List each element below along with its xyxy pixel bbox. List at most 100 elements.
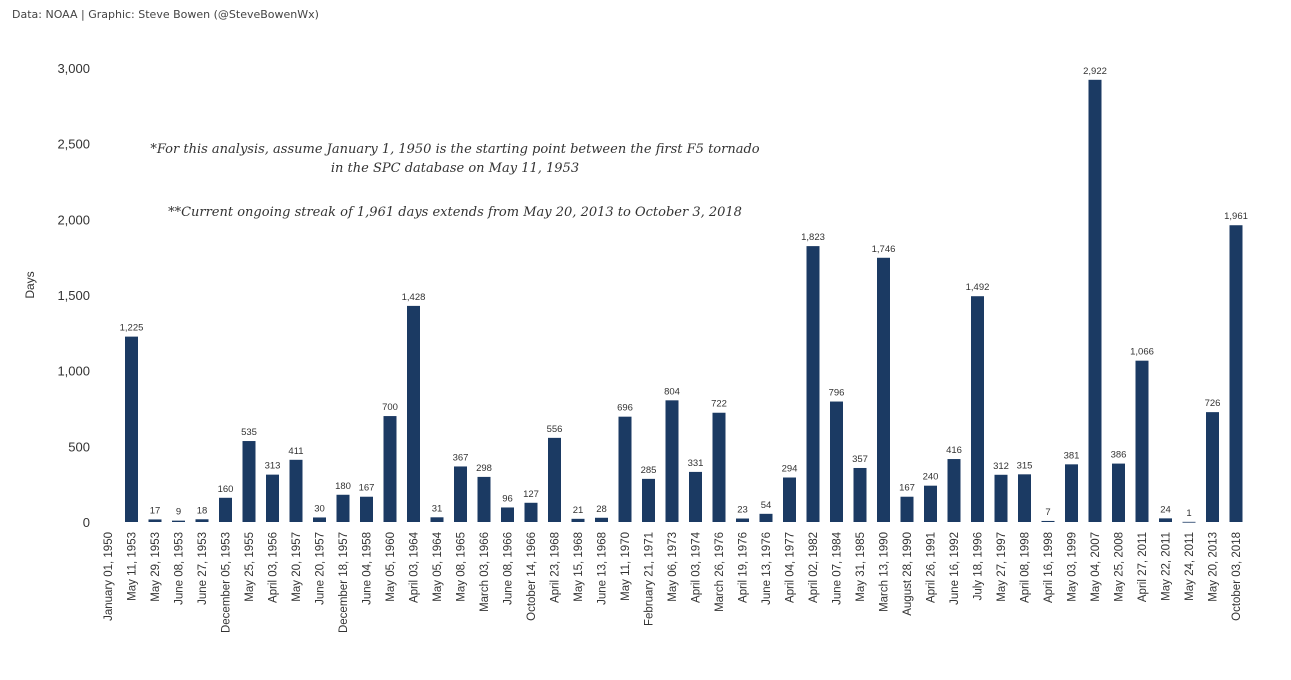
bar [242,441,256,522]
bar [219,497,232,522]
bar-value-label: 796 [829,388,845,399]
x-tick-label: May 04, 2007 [1090,532,1102,602]
x-tick-label: May 20, 1957 [291,532,303,602]
bar-value-label: 726 [1205,398,1221,409]
x-tick-label: April 08, 1998 [1020,532,1032,603]
x-tick-label: May 24, 2011 [1184,532,1196,601]
bar-value-label: 411 [288,446,303,457]
bar [266,474,279,522]
x-tick-label: June 13, 1976 [761,532,773,605]
y-tick-label: 3,000 [57,61,90,76]
x-tick-label: April 03, 1964 [409,531,421,603]
x-tick-label: December 18, 1957 [338,532,350,633]
x-tick-label: May 27, 1997 [996,532,1008,602]
bar [195,519,209,522]
x-tick-label: May 11, 1970 [620,532,632,601]
x-tick-label: May 08, 1965 [456,532,468,602]
bar [736,518,749,522]
x-tick-label: April 27, 2011 [1137,532,1149,602]
bar-value-label: 315 [1017,460,1033,471]
bar-value-label: 167 [359,483,375,494]
x-tick-label: March 26, 1976 [714,532,726,612]
bar [900,496,914,522]
x-tick-label: June 07, 1984 [832,531,844,605]
bar [548,437,561,522]
bar [1065,464,1078,522]
x-tick-label: July 18, 1996 [973,532,985,600]
bar-value-label: 1,961 [1224,211,1248,222]
x-tick-label: April 19, 1976 [738,532,750,603]
bar [430,517,444,522]
bar-value-label: 180 [335,481,351,492]
x-tick-label: June 13, 1968 [597,532,609,605]
bar [1229,225,1243,522]
bar [830,401,843,522]
bar-value-label: 54 [761,500,772,511]
x-tick-label: May 25, 2008 [1114,532,1126,602]
x-tick-label: April 02, 1982 [808,532,820,603]
bar [924,485,937,522]
bar [1018,474,1031,522]
bar-value-label: 30 [314,503,325,514]
bar-value-label: 167 [899,483,915,494]
y-tick-label: 500 [68,439,90,454]
x-tick-label: April 26, 1991 [926,532,938,603]
bar-value-label: 312 [993,461,1009,472]
bar [971,296,984,522]
bar [783,477,796,522]
bar [853,467,867,522]
bar-value-label: 7 [1045,507,1050,518]
x-tick-label: May 15, 1968 [573,532,585,602]
bar [407,305,420,522]
x-tick-label: April 03, 1974 [691,531,703,603]
x-tick-label: December 05, 1953 [221,532,233,633]
bar-value-label: 285 [641,465,657,476]
bar-value-label: 696 [617,403,633,414]
bar-value-label: 127 [523,489,539,500]
bar [125,336,138,522]
y-tick-label: 1,500 [57,288,90,303]
bar-value-label: 31 [432,503,443,514]
bar [1041,520,1055,522]
x-tick-label: May 31, 1985 [855,532,867,602]
x-tick-label: February 21, 1971 [644,532,656,626]
bar-value-label: 240 [923,472,939,483]
bar [524,502,538,522]
bar [501,507,514,522]
x-tick-label: May 06, 1973 [667,532,679,602]
bar [994,474,1008,522]
bar [336,494,350,522]
x-tick-label: April 23, 1968 [550,532,562,603]
bar [360,496,373,522]
bar-value-label: 416 [946,445,962,456]
y-axis-label: Days [23,271,37,298]
x-tick-label: June 08, 1953 [174,532,186,605]
x-tick-label: May 11, 1953 [127,532,139,601]
x-tick-label: April 04, 1977 [785,532,797,603]
x-tick-label: June 16, 1992 [949,532,961,605]
y-tick-label: 1,000 [57,364,90,379]
bar-value-label: 160 [218,484,234,495]
annotation-line-3: **Current ongoing streak of 1,961 days e… [168,205,742,220]
x-tick-label: October 14, 1966 [526,532,538,621]
bar [947,459,961,522]
bar [618,416,632,522]
bar [1206,412,1219,522]
bar [1088,79,1102,522]
bar-value-label: 1,823 [801,232,825,243]
bar [289,459,303,522]
bar-value-label: 1 [1186,508,1191,519]
bar-value-label: 24 [1160,504,1171,515]
bar [477,476,491,522]
x-tick-label: May 22, 2011 [1161,532,1173,601]
bar-value-label: 313 [265,461,281,472]
bar-value-label: 556 [547,424,563,435]
bar [1182,521,1196,523]
bar [759,513,773,522]
bar [689,471,702,522]
bar-value-label: 1,492 [966,282,990,293]
bar-value-label: 18 [197,505,208,516]
x-tick-label: May 29, 1953 [150,532,162,602]
bar [1135,360,1149,522]
